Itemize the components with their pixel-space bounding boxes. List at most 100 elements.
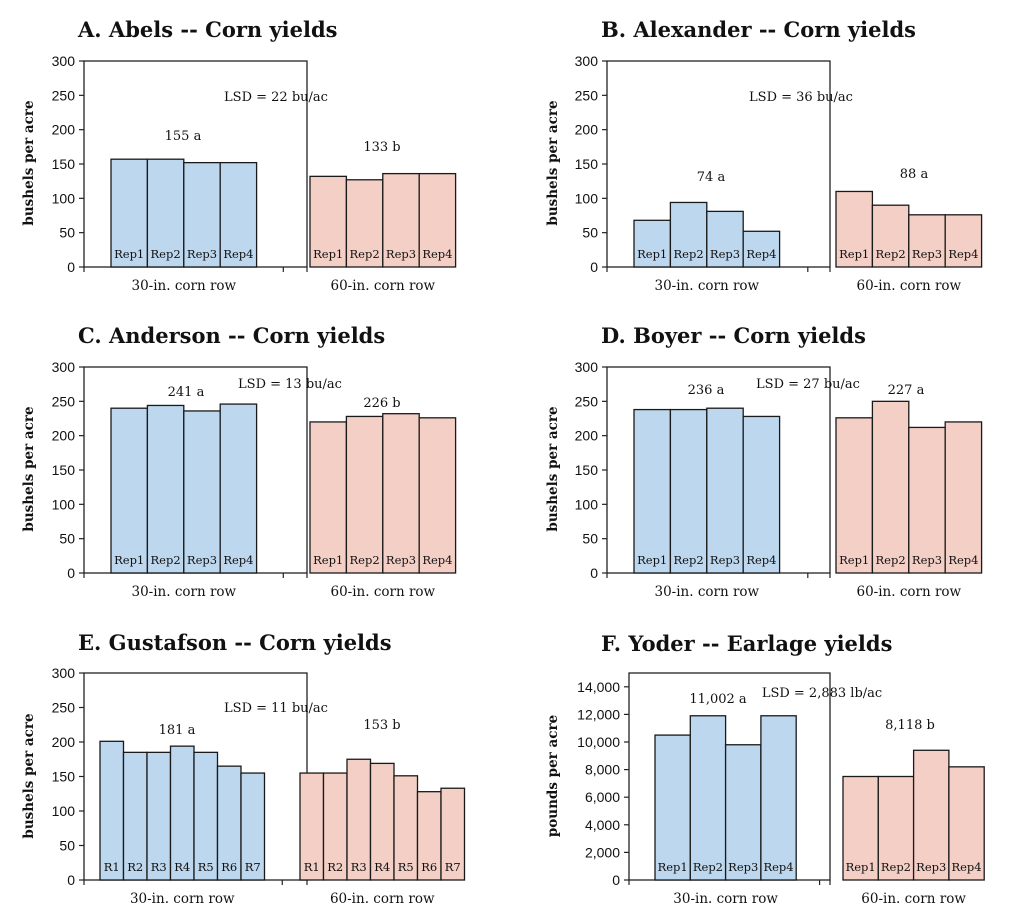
category-label: 60-in. corn row [861,891,966,907]
bar-label: R3 [351,860,367,874]
chart-panel-a: A. Abels -- Corn yields bushels per acre 0… [21,17,457,294]
mean-annotation: 227 a [888,383,925,398]
bar-label: R1 [104,860,120,874]
bar-label: Rep3 [187,247,217,261]
y-tick-label: 14,000 [577,679,620,695]
bar-label: Rep4 [746,247,776,261]
bar [633,219,672,268]
mean-annotation: 226 b [363,396,400,411]
bar-label: R2 [127,860,143,874]
bar-label: Rep4 [746,553,776,567]
bar-label: Rep4 [422,247,452,261]
bar [146,404,185,574]
chart-panel-f: F. Yoder -- Earlage yields pounds per acr… [545,631,985,907]
bar-label: Rep2 [151,553,181,567]
y-tick-label: 200 [52,734,76,750]
bar [183,161,221,268]
y-tick-label: 250 [52,700,76,716]
lsd-annotation: LSD = 22 bu/ac [224,90,328,105]
y-tick-label: 300 [52,359,76,375]
bar-label: Rep2 [693,860,723,874]
bar-label: Rep3 [386,553,416,567]
bar-label: R7 [445,860,461,874]
y-tick-label: 50 [59,225,75,241]
bar-label: Rep2 [674,553,704,567]
bar [724,744,762,881]
bar [219,403,258,574]
lsd-annotation: LSD = 2,883 lb/ac [762,686,882,701]
bar [948,766,985,881]
mean-annotation: 8,118 b [885,718,935,733]
y-tick-label: 300 [52,53,76,69]
bar-label: R7 [245,860,261,874]
bar [219,161,258,268]
mean-annotation: 74 a [697,170,726,185]
bar-label: Rep4 [948,553,978,567]
category-label: 60-in. corn row [330,891,435,907]
bar [706,210,744,268]
bar [944,214,983,268]
bar-label: Rep4 [223,553,253,567]
y-tick-label: 200 [52,428,76,444]
y-tick-label: 0 [612,872,620,888]
chart-panel-d: D. Boyer -- Corn yields bushels per acre 0… [545,323,983,600]
lsd-annotation: LSD = 27 bu/ac [756,377,860,392]
bar-label: Rep3 [710,247,740,261]
lsd-annotation: LSD = 36 bu/ac [749,90,853,105]
bar [382,413,420,574]
lsd-annotation: LSD = 13 bu/ac [238,377,342,392]
bar [842,775,879,881]
bar [908,214,946,268]
bar-label: R4 [174,860,190,874]
bar [309,421,348,574]
bar [877,775,915,881]
y-tick-label: 150 [52,156,76,172]
y-axis-label: bushels per acre [21,406,37,531]
bar [742,415,781,574]
bar [760,715,797,881]
y-tick-label: 6,000 [585,789,620,805]
bar-label: R5 [398,860,414,874]
y-tick-label: 300 [575,53,599,69]
bar-label: Rep2 [876,553,906,567]
bar-label: Rep4 [951,860,981,874]
category-label: 30-in. corn row [130,891,235,907]
bar-label: Rep1 [114,553,144,567]
bar-label: R1 [304,860,320,874]
y-axis-label: bushels per acre [545,406,561,531]
bar [835,190,874,268]
mean-annotation: 181 a [159,723,196,738]
y-tick-label: 50 [59,838,75,854]
mean-annotation: 241 a [168,385,205,400]
y-tick-label: 0 [590,259,598,275]
bar [669,201,708,268]
bar [240,772,266,881]
bar-label: Rep2 [876,247,906,261]
bar-label: Rep2 [350,553,380,567]
bar-label: Rep1 [839,247,869,261]
bar-label: R5 [198,860,214,874]
bar [418,417,457,574]
bar-label: R3 [151,860,167,874]
y-tick-label: 300 [575,359,599,375]
y-tick-label: 250 [575,393,599,409]
bar-label: Rep3 [728,860,758,874]
y-tick-label: 200 [575,122,599,138]
chart-panel-c: C. Anderson -- Corn yields bushels per ac… [21,323,457,600]
lsd-annotation: LSD = 11 bu/ac [224,701,328,716]
chart-panel-b: B. Alexander -- Corn yields bushels per a… [545,17,983,294]
bar [669,408,708,574]
bar [110,158,149,268]
category-label: 60-in. corn row [856,584,961,600]
bar [689,715,727,881]
y-tick-label: 150 [52,462,76,478]
bar-label: Rep2 [881,860,911,874]
mean-annotation: 11,002 a [689,692,747,707]
mean-annotation: 236 a [688,383,725,398]
bar [309,175,348,268]
bar [944,421,983,574]
bar-label: Rep3 [386,247,416,261]
bar [418,172,457,268]
mean-annotation: 133 b [363,140,400,155]
y-axis-label: pounds per acre [545,715,561,837]
